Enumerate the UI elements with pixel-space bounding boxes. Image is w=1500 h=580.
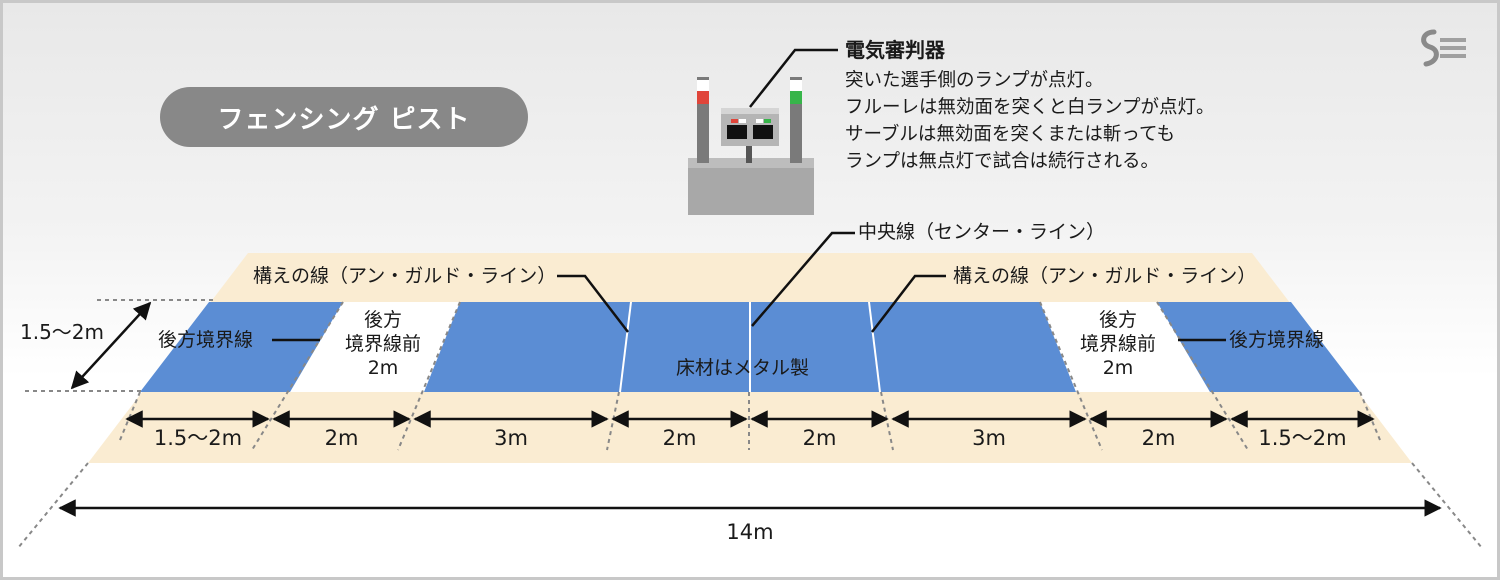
center-line-label: 中央線（センター・ライン） [858,221,1106,243]
brand-logo-icon [1421,29,1466,67]
referee-title: 電気審判器 [845,38,945,62]
front-zone-line: 境界線前 [344,333,421,355]
rear-boundary-label-left: 後方境界線 [158,329,254,351]
rear-boundary-label-right: 後方境界線 [1229,329,1325,351]
referee-line: 突いた選手側のランプが点灯。 [845,70,1104,91]
front-zone-line: 2m [367,357,399,379]
piste-zone-left [424,302,630,392]
dimension-arrows [58,301,1442,517]
segment-label: 1.5〜2m [153,426,243,450]
page-title: フェンシング ピスト [160,87,528,147]
referee-line: サーブルは無効面を突くまたは斬っても [845,124,1176,145]
scoring-machine-icon [688,77,814,215]
front-zone-label-left: 後方 境界線前 2m [318,308,448,380]
referee-line: ランプは無点灯で試合は続行される。 [845,151,1159,172]
floor-material-label: 床材はメタル製 [676,357,810,379]
segment-label: 2m [802,426,837,450]
rear-boundary-zone-right [1157,302,1360,392]
segment-label: 2m [662,426,697,450]
front-zone-line: 2m [1102,357,1134,379]
front-zone-label-right: 後方 境界線前 2m [1053,308,1183,380]
referee-line: フルーレは無効面を突くと白ランプが点灯。 [845,97,1215,118]
front-zone-line: 後方 [1098,309,1137,331]
referee-description: 電気審判器 突いた選手側のランプが点灯。 フルーレは無効面を突くと白ランプが点灯… [845,38,1215,175]
total-length-label: 14m [726,520,774,544]
segment-label: 3m [972,426,1006,450]
piste-center-left [621,302,749,392]
piste-zone-right [870,302,1076,392]
front-zone-line: 境界線前 [1079,333,1156,355]
en-garde-line-label-right: 構えの線（アン・ガルド・ライン） [953,265,1257,287]
segment-label: 3m [494,426,528,450]
rear-boundary-zone-left [140,302,343,392]
front-zone-line: 後方 [363,309,402,331]
piste-width-label: 1.5〜2m [20,320,105,344]
en-garde-line-label-left: 構えの線（アン・ガルド・ライン） [253,265,557,287]
piste-center-right [751,302,879,392]
leader-lines [272,48,1226,342]
segment-label: 1.5〜2m [1258,426,1347,450]
segment-label: 2m [1141,426,1176,450]
segment-label: 2m [324,426,359,450]
